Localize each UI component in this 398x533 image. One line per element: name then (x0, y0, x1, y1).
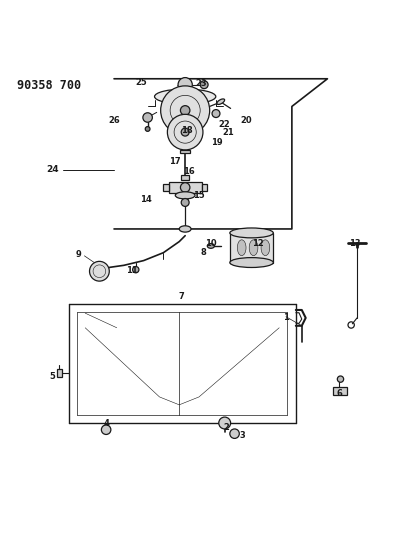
Text: 9: 9 (76, 250, 81, 259)
Text: 18: 18 (181, 126, 193, 135)
Bar (169, 182, 202, 193)
Ellipse shape (261, 240, 270, 256)
Circle shape (180, 106, 190, 115)
Text: 90358 700: 90358 700 (17, 79, 81, 92)
Ellipse shape (237, 240, 246, 256)
Ellipse shape (230, 228, 273, 238)
Ellipse shape (230, 257, 273, 268)
Text: 16: 16 (183, 167, 195, 176)
Text: 19: 19 (211, 138, 222, 147)
Ellipse shape (179, 226, 191, 232)
Ellipse shape (207, 244, 215, 248)
Text: 15: 15 (193, 191, 205, 200)
Circle shape (145, 127, 150, 131)
Ellipse shape (154, 89, 216, 104)
Text: 10: 10 (205, 239, 217, 248)
Bar (181, 175, 189, 180)
Text: 26: 26 (108, 116, 120, 125)
Bar (57, 369, 62, 377)
Text: 5: 5 (50, 372, 56, 381)
Text: 7: 7 (178, 292, 184, 301)
Circle shape (161, 86, 210, 135)
Bar (180, 150, 190, 153)
Bar (230, 233, 273, 263)
Text: 14: 14 (140, 195, 152, 204)
Text: 3: 3 (240, 431, 245, 440)
Ellipse shape (249, 240, 258, 256)
Circle shape (101, 425, 111, 434)
Text: 17: 17 (170, 157, 181, 166)
Circle shape (143, 113, 152, 122)
Text: 1: 1 (283, 313, 289, 322)
Text: 21: 21 (223, 127, 234, 136)
Circle shape (212, 110, 220, 117)
Text: 13: 13 (349, 239, 361, 248)
Bar (202, 183, 207, 191)
Text: 20: 20 (241, 116, 252, 125)
Text: 8: 8 (200, 248, 206, 257)
Ellipse shape (217, 99, 224, 104)
Circle shape (90, 261, 109, 281)
Bar (164, 183, 169, 191)
Circle shape (178, 78, 192, 92)
Text: 24: 24 (47, 165, 59, 174)
Text: 23: 23 (195, 79, 207, 88)
Circle shape (338, 376, 343, 382)
Text: 6: 6 (336, 389, 342, 398)
Text: 25: 25 (136, 78, 148, 87)
Text: 2: 2 (224, 423, 230, 432)
Circle shape (180, 183, 190, 192)
Circle shape (181, 128, 189, 136)
Circle shape (181, 198, 189, 206)
Ellipse shape (175, 192, 195, 199)
Circle shape (230, 429, 239, 439)
Text: 11: 11 (126, 266, 138, 275)
Circle shape (219, 417, 230, 429)
Bar (334, 387, 347, 395)
Circle shape (168, 115, 203, 150)
Text: 12: 12 (252, 239, 264, 248)
Text: 4: 4 (103, 419, 109, 429)
Text: 22: 22 (219, 120, 230, 129)
Circle shape (200, 80, 208, 88)
Circle shape (133, 266, 139, 273)
